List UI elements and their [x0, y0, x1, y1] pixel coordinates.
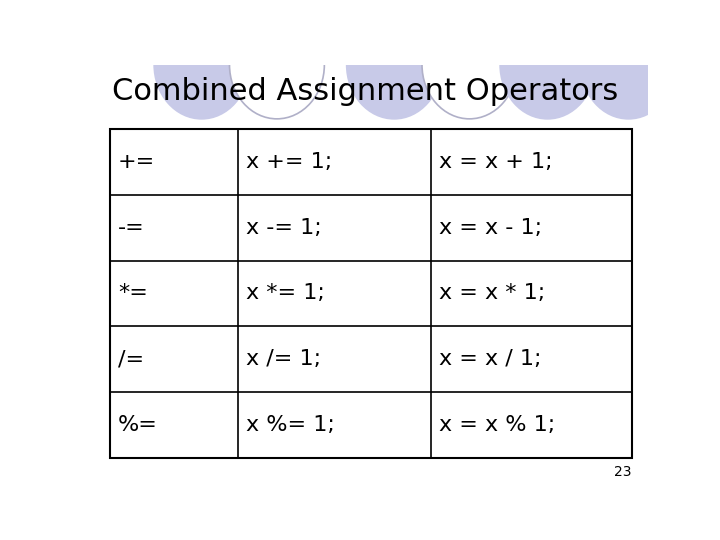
- Ellipse shape: [581, 11, 676, 119]
- Ellipse shape: [500, 11, 595, 119]
- Text: x %= 1;: x %= 1;: [246, 415, 335, 435]
- Text: x = x / 1;: x = x / 1;: [439, 349, 542, 369]
- Text: *=: *=: [118, 284, 148, 303]
- Text: x = x * 1;: x = x * 1;: [439, 284, 546, 303]
- Bar: [109, 129, 632, 458]
- Ellipse shape: [347, 11, 441, 119]
- Ellipse shape: [422, 11, 517, 119]
- Text: x = x - 1;: x = x - 1;: [439, 218, 543, 238]
- Text: /=: /=: [118, 349, 144, 369]
- Ellipse shape: [230, 11, 324, 119]
- Text: x -= 1;: x -= 1;: [246, 218, 322, 238]
- Ellipse shape: [154, 11, 249, 119]
- Text: x += 1;: x += 1;: [246, 152, 332, 172]
- Text: x = x + 1;: x = x + 1;: [439, 152, 553, 172]
- Text: -=: -=: [118, 218, 145, 238]
- Text: x = x % 1;: x = x % 1;: [439, 415, 556, 435]
- Text: x *= 1;: x *= 1;: [246, 284, 325, 303]
- Text: x /= 1;: x /= 1;: [246, 349, 321, 369]
- Text: 23: 23: [613, 464, 631, 478]
- Text: Combined Assignment Operators: Combined Assignment Operators: [112, 77, 618, 106]
- Text: %=: %=: [118, 415, 158, 435]
- Text: +=: +=: [118, 152, 155, 172]
